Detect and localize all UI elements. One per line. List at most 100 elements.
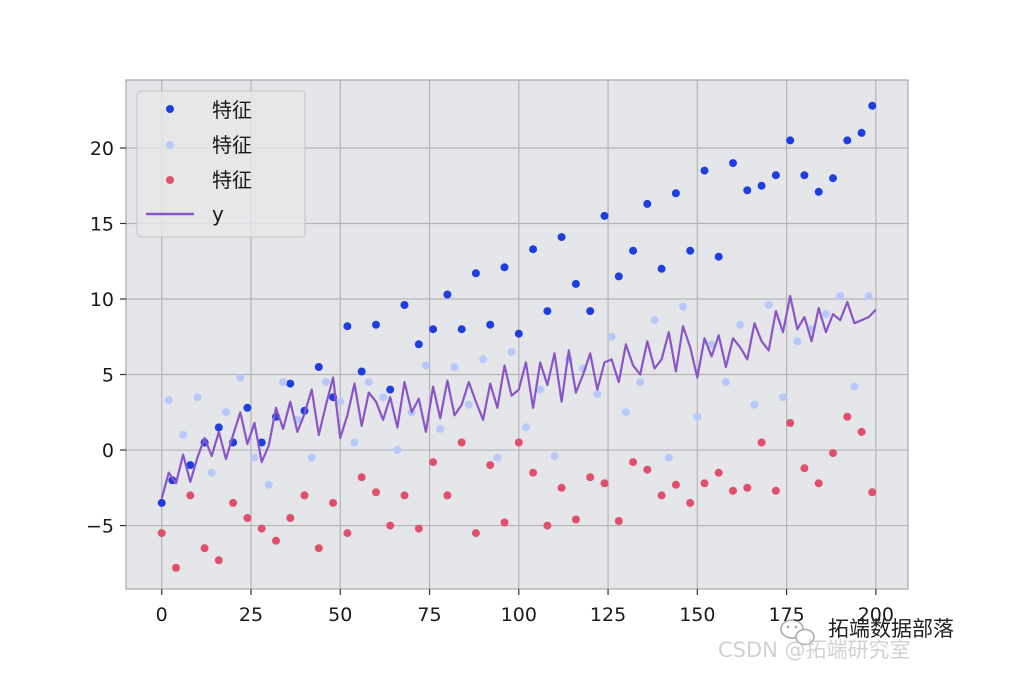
point-feature-1	[586, 307, 595, 316]
legend-label-feature-2: 特征	[212, 133, 252, 157]
point-feature-3	[643, 465, 652, 474]
point-feature-1	[386, 385, 395, 394]
point-feature-1	[643, 199, 652, 208]
point-feature-3	[686, 498, 695, 507]
point-feature-1	[600, 211, 609, 220]
x-tick-label: 150	[679, 604, 715, 626]
point-feature-1	[457, 325, 466, 334]
point-feature-3	[372, 488, 380, 497]
point-feature-3	[557, 483, 566, 492]
point-feature-1	[671, 189, 680, 198]
point-feature-3	[757, 438, 766, 447]
point-feature-3	[214, 556, 223, 565]
point-feature-1	[443, 290, 452, 299]
point-feature-3	[343, 529, 352, 538]
point-feature-3	[500, 518, 509, 527]
point-feature-1	[571, 279, 580, 288]
point-feature-1	[829, 174, 837, 183]
point-feature-3	[571, 515, 580, 524]
point-feature-2	[307, 453, 316, 462]
point-feature-2	[393, 446, 402, 454]
legend-label-feature-3: 特征	[212, 168, 252, 192]
point-feature-3	[868, 488, 877, 497]
point-feature-2	[350, 438, 359, 447]
legend-marker-feature-1	[166, 105, 174, 113]
point-feature-2	[607, 332, 616, 341]
y-line	[160, 294, 877, 499]
point-feature-3	[414, 524, 423, 533]
point-feature-1	[543, 307, 552, 316]
point-feature-3	[786, 418, 795, 427]
point-feature-3	[814, 479, 823, 488]
point-feature-1	[800, 171, 809, 180]
grid	[126, 80, 908, 589]
point-feature-2	[636, 378, 645, 387]
point-feature-1	[486, 320, 495, 329]
point-feature-3	[243, 514, 252, 522]
point-feature-1	[257, 438, 266, 447]
watermark: 拓端数据部落 CSDN @拓端研究室	[718, 617, 954, 662]
point-feature-3	[286, 514, 295, 522]
point-feature-2	[464, 400, 473, 409]
point-feature-1	[500, 263, 509, 272]
point-feature-1	[757, 181, 766, 190]
point-feature-3	[800, 464, 809, 473]
point-feature-2	[593, 390, 602, 399]
point-feature-2	[750, 400, 759, 409]
point-feature-3	[614, 517, 623, 525]
point-feature-1	[857, 128, 866, 137]
x-tick-label: 200	[858, 604, 894, 626]
point-feature-1	[843, 136, 852, 145]
point-feature-2	[707, 340, 716, 349]
y-tick-label: 15	[90, 213, 114, 235]
point-feature-2	[736, 320, 745, 329]
point-feature-2	[550, 452, 559, 461]
point-feature-2	[421, 361, 430, 370]
x-tick-label: 50	[328, 604, 352, 626]
y-tick-label: 5	[102, 365, 114, 387]
point-feature-1	[814, 187, 823, 196]
point-feature-2	[179, 430, 188, 439]
point-feature-3	[486, 461, 495, 470]
series-marks	[157, 101, 877, 572]
point-feature-2	[250, 453, 259, 462]
point-feature-3	[329, 498, 338, 507]
point-feature-2	[679, 302, 687, 311]
legend: 特征 特征 特征 y	[136, 90, 306, 238]
point-feature-2	[850, 382, 859, 391]
point-feature-2	[864, 292, 873, 300]
point-feature-2	[436, 424, 445, 433]
point-feature-3	[543, 521, 552, 530]
point-feature-1	[771, 171, 780, 180]
point-feature-2	[379, 393, 388, 402]
point-feature-2	[479, 355, 488, 364]
point-feature-2	[236, 373, 245, 382]
point-feature-1	[214, 423, 223, 432]
point-feature-1	[414, 340, 423, 349]
legend-label-y: y	[212, 202, 224, 226]
x-tick-label: 100	[501, 604, 537, 626]
legend-label-feature-1: 特征	[212, 98, 252, 122]
point-feature-3	[629, 458, 638, 467]
point-feature-1	[868, 101, 877, 110]
point-feature-1	[657, 264, 666, 273]
x-tick-label: 0	[156, 604, 168, 626]
point-feature-3	[714, 468, 723, 477]
point-feature-3	[157, 529, 166, 538]
point-feature-3	[200, 544, 209, 553]
point-feature-3	[443, 491, 452, 500]
point-feature-3	[657, 491, 666, 500]
point-feature-1	[729, 159, 737, 168]
point-feature-2	[721, 378, 730, 387]
point-feature-3	[172, 563, 180, 572]
point-feature-2	[322, 378, 330, 387]
point-feature-1	[514, 329, 523, 338]
point-feature-1	[743, 186, 752, 195]
point-feature-2	[222, 408, 230, 417]
point-feature-1	[471, 269, 480, 278]
point-feature-1	[786, 136, 795, 145]
point-feature-3	[829, 449, 837, 458]
point-feature-1	[372, 320, 380, 329]
watermark-account: 拓端数据部落	[828, 617, 954, 641]
point-feature-3	[314, 544, 323, 553]
